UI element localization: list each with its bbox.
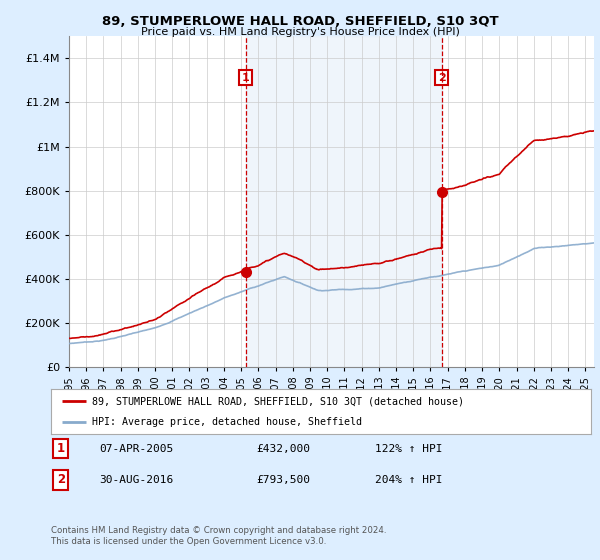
Text: 1: 1 bbox=[56, 442, 65, 455]
Text: 204% ↑ HPI: 204% ↑ HPI bbox=[375, 475, 443, 485]
Text: 07-APR-2005: 07-APR-2005 bbox=[100, 444, 174, 454]
Text: 89, STUMPERLOWE HALL ROAD, SHEFFIELD, S10 3QT: 89, STUMPERLOWE HALL ROAD, SHEFFIELD, S1… bbox=[101, 15, 499, 28]
Text: Price paid vs. HM Land Registry's House Price Index (HPI): Price paid vs. HM Land Registry's House … bbox=[140, 27, 460, 37]
Text: £432,000: £432,000 bbox=[256, 444, 310, 454]
Text: HPI: Average price, detached house, Sheffield: HPI: Average price, detached house, Shef… bbox=[91, 417, 361, 427]
Text: 2: 2 bbox=[56, 473, 65, 487]
Text: 1: 1 bbox=[242, 73, 250, 83]
Text: £793,500: £793,500 bbox=[256, 475, 310, 485]
Text: 89, STUMPERLOWE HALL ROAD, SHEFFIELD, S10 3QT (detached house): 89, STUMPERLOWE HALL ROAD, SHEFFIELD, S1… bbox=[91, 396, 464, 407]
Text: 122% ↑ HPI: 122% ↑ HPI bbox=[375, 444, 443, 454]
Text: Contains HM Land Registry data © Crown copyright and database right 2024.
This d: Contains HM Land Registry data © Crown c… bbox=[51, 526, 386, 546]
Bar bbox=[246, 36, 442, 367]
Text: 2: 2 bbox=[438, 73, 446, 83]
Text: 30-AUG-2016: 30-AUG-2016 bbox=[100, 475, 174, 485]
